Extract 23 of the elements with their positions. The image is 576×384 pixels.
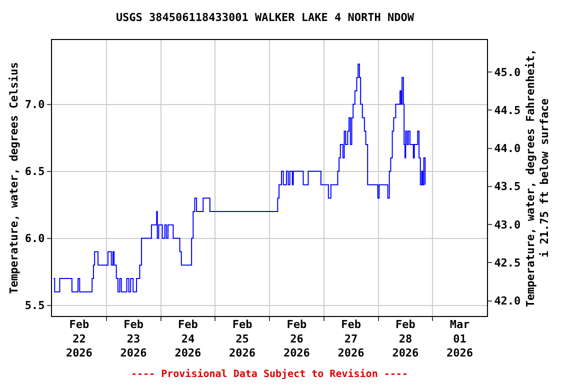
y-tick-label: 6.0 (24, 232, 45, 246)
y-tick-label: 6.5 (24, 165, 45, 178)
y2-tick-label: 42.5 (494, 256, 521, 270)
y-tick-label: 5.5 (24, 299, 45, 312)
y2-tick-label: 45.0 (494, 66, 521, 79)
x-tick-label: Feb 28 2026 (392, 318, 420, 360)
x-tick-label: Feb 26 2026 (283, 318, 310, 360)
y2-axis-title: Temperature, water, degrees Fahrenheit, i 21.75 ft below surface (524, 48, 552, 308)
text: ---- Provisional Data Subject to Revision ---- (131, 368, 408, 380)
x-tick-label: Feb 27 2026 (338, 318, 365, 360)
y2-tick-label: 43.5 (494, 180, 521, 194)
chart-title: USGS 384506118433001 WALKER LAKE 4 NORTH NDOW (116, 11, 414, 24)
x-tick-label: Feb 24 2026 (174, 318, 202, 360)
y2-tick-label: 44.0 (494, 142, 521, 156)
x-tick-label: Feb 25 2026 (229, 318, 256, 360)
x-tick-label: Feb 23 2026 (120, 318, 148, 360)
x-tick-label: Feb 22 2026 (66, 318, 93, 360)
x-tick-label: Mar 01 2026 (446, 318, 474, 360)
y2-tick-label: 44.5 (494, 104, 521, 117)
y2-tick-label: 42.0 (494, 294, 521, 308)
y2-tick-label: 43.0 (494, 218, 521, 232)
y-tick-label: 7.0 (24, 98, 45, 112)
y-axis-title: Temperature, water, degrees Celsius (8, 62, 21, 294)
